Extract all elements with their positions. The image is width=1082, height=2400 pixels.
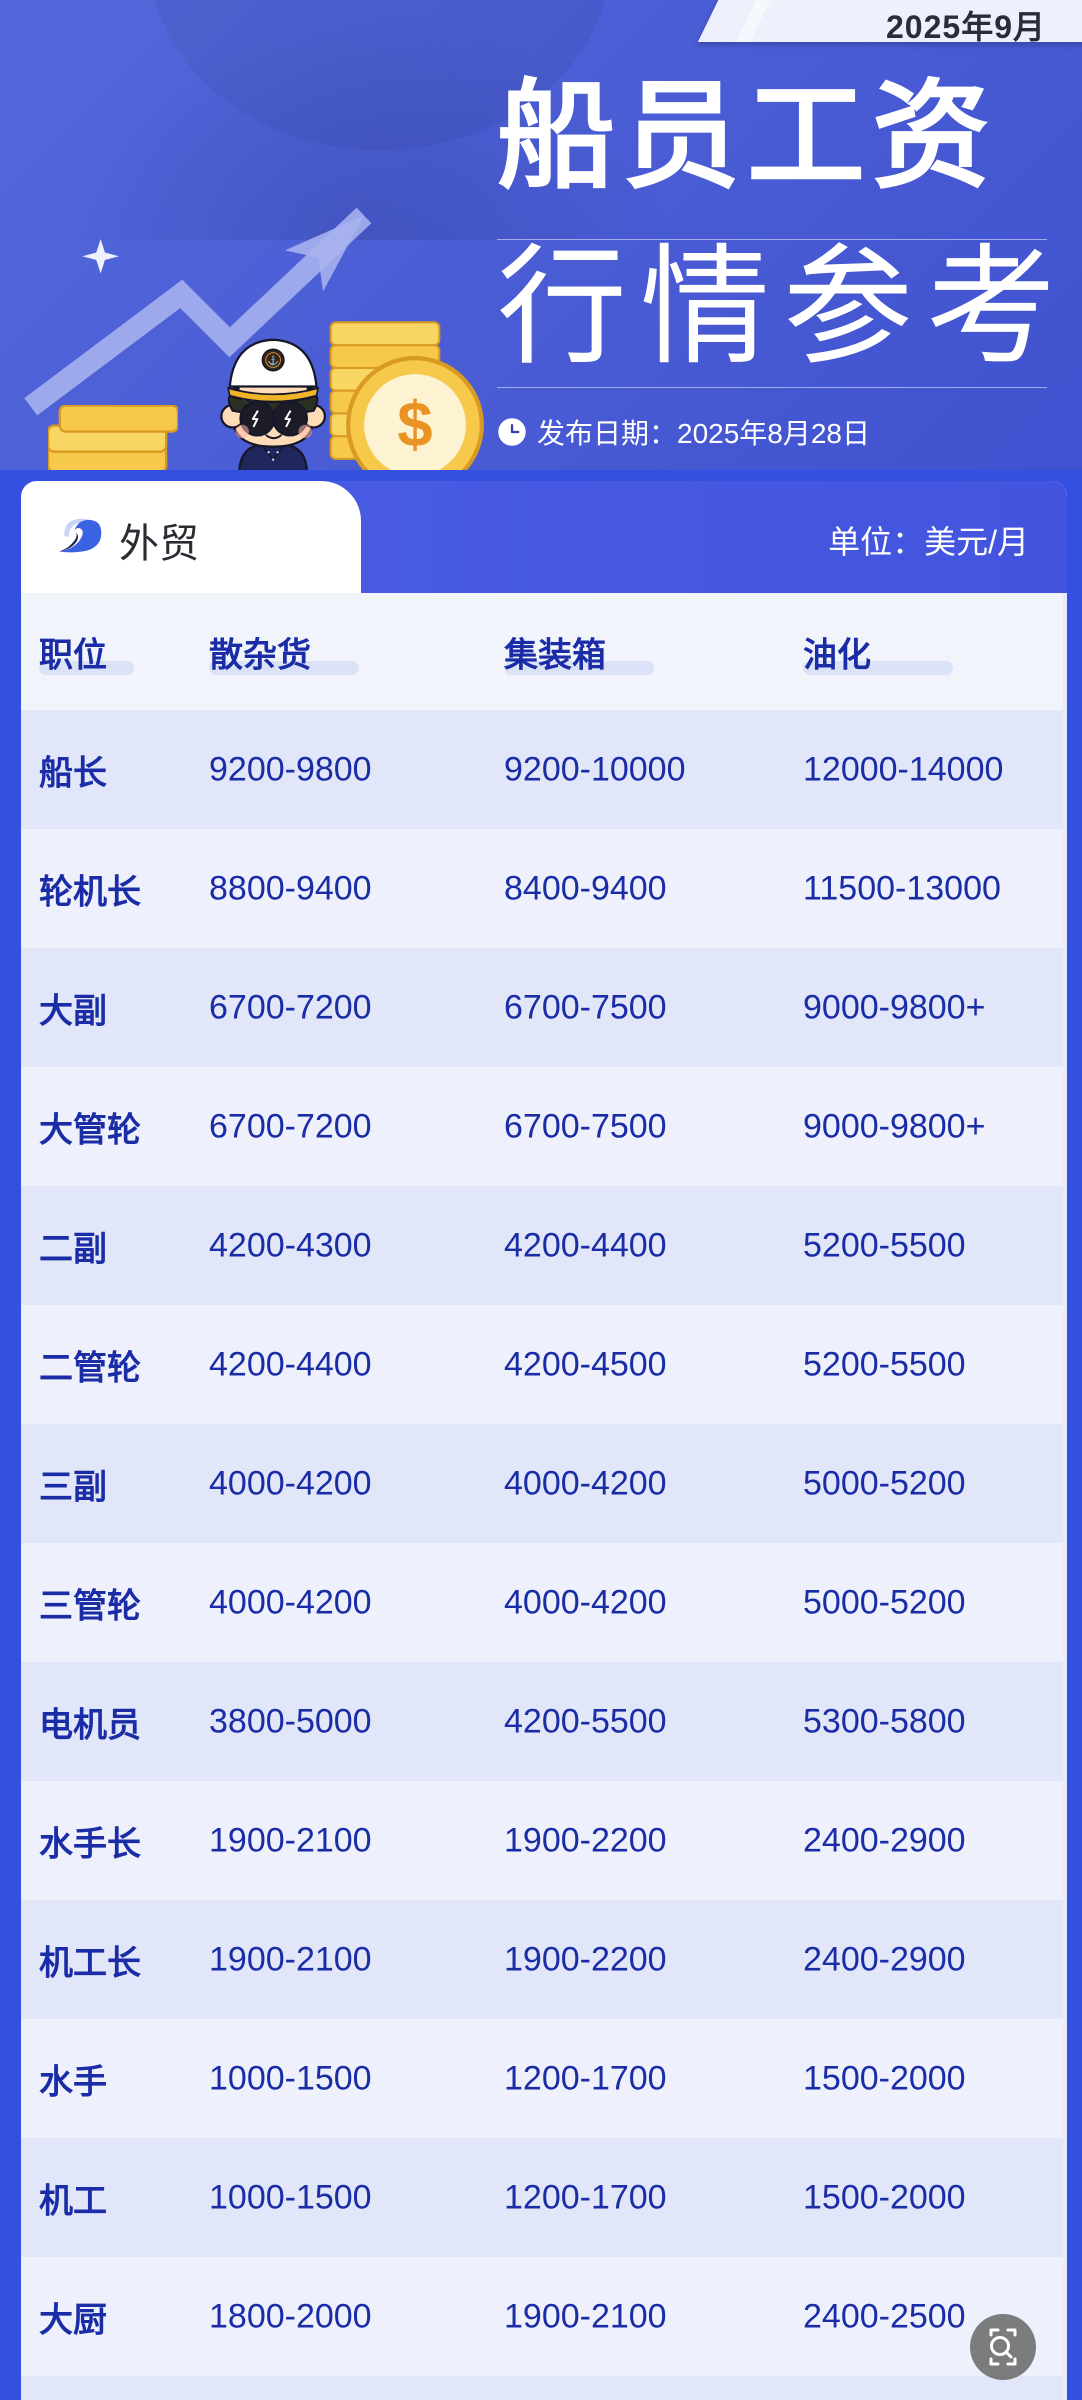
- svg-text:⚓: ⚓: [268, 354, 279, 365]
- svg-text:$: $: [397, 389, 432, 460]
